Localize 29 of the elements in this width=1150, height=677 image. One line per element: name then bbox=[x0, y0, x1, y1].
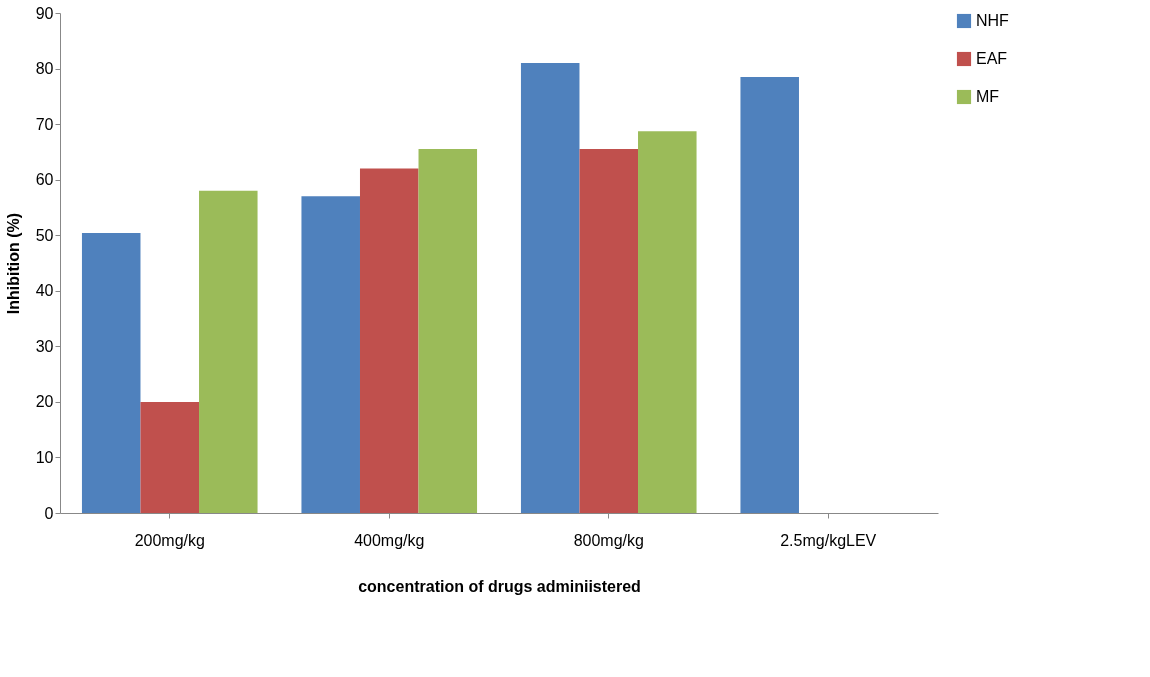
x-tick-label: 800mg/kg bbox=[573, 531, 644, 549]
bar bbox=[418, 149, 478, 513]
x-tick-label: 2.5mg/kgLEV bbox=[780, 531, 877, 549]
y-tick-label: 30 bbox=[35, 337, 54, 355]
bar bbox=[301, 196, 360, 513]
x-tick-label: 400mg/kg bbox=[354, 531, 425, 549]
y-tick-label: 70 bbox=[35, 115, 54, 133]
bar bbox=[520, 63, 580, 513]
y-tick-label: 40 bbox=[35, 282, 54, 300]
bar bbox=[140, 401, 200, 513]
y-axis-title: Inhibition (%) bbox=[4, 212, 22, 315]
y-tick-label: 80 bbox=[35, 60, 54, 78]
legend-label: EAF bbox=[976, 50, 1008, 67]
bar bbox=[359, 168, 419, 513]
y-tick-label: 60 bbox=[35, 171, 54, 189]
bar bbox=[579, 149, 639, 513]
bar bbox=[638, 131, 697, 513]
y-tick-label: 10 bbox=[35, 448, 54, 466]
y-tick-label: 90 bbox=[35, 4, 54, 22]
x-axis-title: concentration of drugs adminiistered bbox=[358, 577, 641, 595]
legend-label: MF bbox=[976, 88, 1000, 105]
bar bbox=[81, 233, 141, 513]
x-tick-label: 200mg/kg bbox=[134, 531, 205, 549]
y-tick-label: 20 bbox=[35, 393, 54, 411]
bar bbox=[740, 76, 799, 513]
y-tick-label: 0 bbox=[44, 504, 54, 522]
legend-label: NHF bbox=[976, 12, 1010, 29]
bar bbox=[199, 190, 258, 513]
y-tick-label: 50 bbox=[35, 226, 54, 244]
